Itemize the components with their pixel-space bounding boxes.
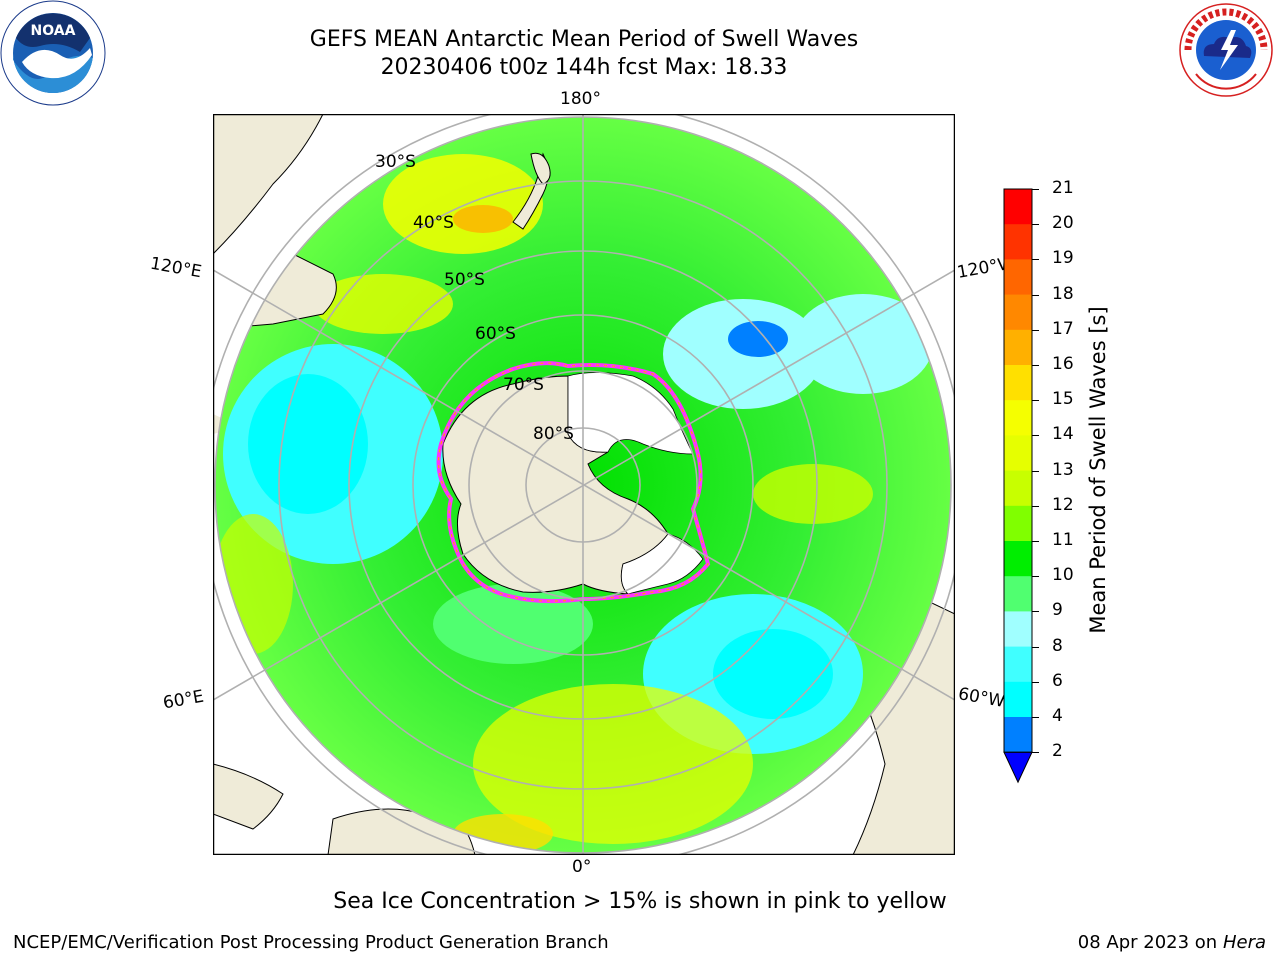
colorbar-tick-label: 21 <box>1052 178 1074 198</box>
colorbar-bin <box>1004 611 1032 648</box>
lon-label-60w: 60°W <box>956 684 1007 712</box>
colorbar-tick-mark <box>1032 224 1039 226</box>
colorbar-bin <box>1004 541 1032 577</box>
colorbar-tick-mark <box>1032 611 1039 613</box>
lat-label-60s: 60°S <box>475 324 516 344</box>
colorbar-tick-label: 12 <box>1052 494 1074 515</box>
colorbar-tick-mark <box>1032 470 1039 472</box>
colorbar-tick-label: 2 <box>1052 741 1063 762</box>
colorbar-tick-label: 20 <box>1052 213 1074 234</box>
colorbar-tick-mark <box>1032 541 1039 542</box>
colorbar-tick-label: 19 <box>1052 248 1074 269</box>
colorbar-tick-label: 10 <box>1052 565 1074 586</box>
machine-name: Hera <box>1222 932 1266 953</box>
colorbar-bin <box>1004 505 1032 542</box>
colorbar-extend-arrow <box>1003 751 1033 784</box>
lat-label-70s: 70°S <box>503 375 544 395</box>
colorbar-tick-mark <box>1032 717 1039 718</box>
colorbar-bin <box>1004 259 1032 296</box>
colorbar-tick-label: 13 <box>1052 459 1074 480</box>
colorbar-bin <box>1004 329 1032 366</box>
credit-text: NCEP/EMC/Verification Post Processing Pr… <box>13 932 609 953</box>
colorbar-bin <box>1004 224 1032 260</box>
colorbar-tick-mark <box>1032 259 1039 261</box>
colorbar-tick-mark <box>1032 576 1039 578</box>
colorbar-tick-label: 11 <box>1052 530 1074 550</box>
run-date-text: 08 Apr 2023 on <box>1077 932 1223 953</box>
colorbar-bin <box>1004 400 1032 436</box>
chart-subtitle: 20230406 t00z 144h fcst Max: 18.33 <box>380 55 788 80</box>
colorbar-tick-mark <box>1032 365 1039 366</box>
colorbar-tick-label: 6 <box>1052 670 1063 691</box>
lon-label-0: 0° <box>572 857 592 877</box>
colorbar-bin <box>1004 646 1032 683</box>
colorbar-tick-label: 4 <box>1052 706 1063 726</box>
colorbar-bin <box>1004 681 1032 718</box>
lat-label-30s: 30°S <box>375 152 416 172</box>
colorbar-bin <box>1004 365 1032 401</box>
colorbar-tick-label: 9 <box>1052 600 1063 621</box>
lon-label-60e: 60°E <box>161 686 206 714</box>
colorbar-tick-mark <box>1032 400 1039 402</box>
colorbar-bin <box>1004 576 1032 612</box>
colorbar-bin <box>1004 717 1032 753</box>
colorbar-tick-mark <box>1032 752 1039 754</box>
colorbar-tick-label: 17 <box>1052 318 1074 339</box>
colorbar-bin <box>1004 189 1032 225</box>
colorbar-bin <box>1004 435 1032 472</box>
nws-logo <box>1176 0 1276 100</box>
colorbar-tick-label: 8 <box>1052 635 1063 656</box>
colorbar-label: Mean Period of Swell Waves [s] <box>1086 306 1110 634</box>
colorbar-tick-label: 14 <box>1052 424 1074 445</box>
graticule <box>213 114 955 855</box>
colorbar-tick-mark <box>1032 189 1039 190</box>
sea-ice-note: Sea Ice Concentration > 15% is shown in … <box>333 889 947 914</box>
noaa-logo: NOAA <box>0 0 106 106</box>
run-date: 08 Apr 2023 on Hera <box>1078 932 1266 953</box>
colorbar-tick-mark <box>1032 505 1039 507</box>
colorbar-tick-mark <box>1032 294 1039 296</box>
colorbar-bin <box>1004 294 1032 331</box>
colorbar-tick-mark <box>1032 681 1039 683</box>
lat-label-50s: 50°S <box>444 270 485 290</box>
polar-map <box>213 114 955 855</box>
colorbar-tick-label: 16 <box>1052 354 1074 374</box>
colorbar-tick-mark <box>1032 646 1039 648</box>
colorbar-tick-label: 18 <box>1052 283 1074 304</box>
colorbar-tick-mark <box>1032 329 1039 331</box>
colorbar <box>1000 186 1050 786</box>
lon-label-120e: 120°E <box>148 253 204 283</box>
colorbar-tick-mark <box>1032 435 1039 437</box>
lat-label-80s: 80°S <box>533 424 574 444</box>
chart-title: GEFS MEAN Antarctic Mean Period of Swell… <box>309 27 859 52</box>
lon-label-180: 180° <box>560 89 601 109</box>
colorbar-tick-label: 15 <box>1052 389 1074 410</box>
svg-text:NOAA: NOAA <box>31 23 76 39</box>
lat-label-40s: 40°S <box>413 213 454 233</box>
colorbar-bin <box>1004 470 1032 507</box>
